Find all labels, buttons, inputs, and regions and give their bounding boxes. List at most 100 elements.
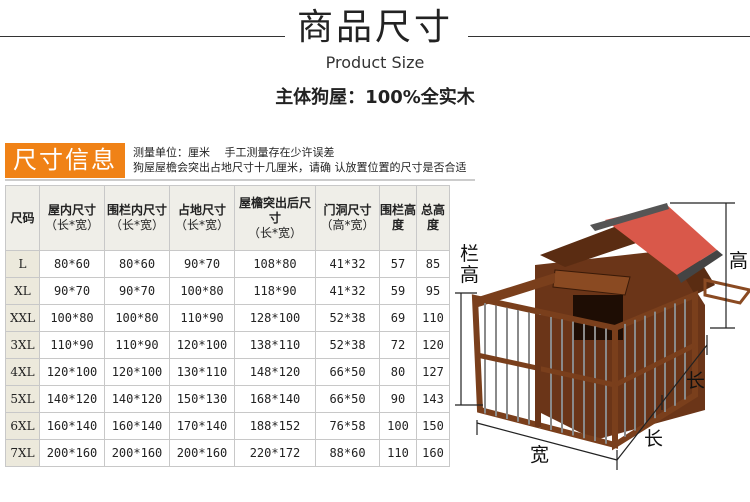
table-cell: 143 xyxy=(417,386,450,413)
table-row: 5XL 140*120 140*120 150*130 168*140 66*50 90 14… xyxy=(5,386,450,413)
header-main: 屋内尺寸 xyxy=(47,203,96,217)
side-fence xyxy=(612,290,698,451)
table-cell: 150*130 xyxy=(170,386,235,413)
material-line: 主体狗屋：100%全实木 xyxy=(275,87,475,108)
table-cell: 148*120 xyxy=(235,359,316,386)
column-header: 围栏高度 xyxy=(380,185,417,251)
table-cell: 110 xyxy=(380,440,417,467)
header-main: 总高度 xyxy=(420,203,445,232)
divider xyxy=(5,179,475,181)
table-cell: 128*100 xyxy=(235,305,316,332)
table-cell: 90 xyxy=(380,386,417,413)
table-cell: 168*140 xyxy=(235,386,316,413)
size-cell: 5XL xyxy=(5,386,40,413)
table-cell: 57 xyxy=(380,251,417,278)
side-window-flap xyxy=(703,278,750,305)
doghouse-diagram xyxy=(455,202,750,470)
table-cell: 130*110 xyxy=(170,359,235,386)
table-cell: 160*140 xyxy=(40,413,105,440)
size-cell: XXL xyxy=(5,305,40,332)
table-cell: 85 xyxy=(417,251,450,278)
table-cell: 90*70 xyxy=(40,278,105,305)
table-cell: 118*90 xyxy=(235,278,316,305)
header-sub: （长*宽） xyxy=(174,218,229,232)
size-cell: 3XL xyxy=(5,332,40,359)
table-cell: 120*100 xyxy=(40,359,105,386)
table-cell: 41*32 xyxy=(316,251,380,278)
table-cell: 110 xyxy=(417,305,450,332)
size-cell: 6XL xyxy=(5,413,40,440)
title-line-left xyxy=(0,36,285,37)
table-cell: 80 xyxy=(380,359,417,386)
table-cell: 66*50 xyxy=(316,386,380,413)
table-cell: 90*70 xyxy=(105,278,170,305)
table-cell: 170*140 xyxy=(170,413,235,440)
table-row: 3XL 110*90 110*90 120*100 138*110 52*38 72 120 xyxy=(5,332,450,359)
side-fence-rail xyxy=(613,342,697,388)
size-cell: L xyxy=(5,251,40,278)
table-cell: 108*80 xyxy=(235,251,316,278)
table-cell: 140*120 xyxy=(40,386,105,413)
table-cell: 110*90 xyxy=(170,305,235,332)
title-line-right xyxy=(468,36,750,37)
size-table: 尺码 屋内尺寸 （长*宽） 围栏内尺寸 （长*宽） 占地尺寸 （长*宽） 屋檐突出后尺寸 （长*… xyxy=(5,185,450,467)
column-header: 围栏内尺寸 （长*宽） xyxy=(105,185,170,251)
size-cell: XL xyxy=(5,278,40,305)
table-cell: 100 xyxy=(380,413,417,440)
header-main: 围栏内尺寸 xyxy=(106,203,167,217)
measurement-notes: 测量单位：厘米 手工测量存在少许误差 狗屋屋檐会突出占地尺寸十几厘米，请确 认放… xyxy=(133,145,467,175)
length-label-lower: 长 xyxy=(644,428,664,450)
header-main: 占地尺寸 xyxy=(177,203,226,217)
table-cell: 72 xyxy=(380,332,417,359)
table-row: XXL 100*80 100*80 110*90 128*100 52*38 69 110 xyxy=(5,305,450,332)
table-cell: 200*160 xyxy=(105,440,170,467)
table-cell: 90*70 xyxy=(170,251,235,278)
dimension-lines xyxy=(455,202,735,470)
column-header: 总高度 xyxy=(417,185,450,251)
table-cell: 110*90 xyxy=(105,332,170,359)
header-sub: （长*宽） xyxy=(247,225,302,240)
table-cell: 127 xyxy=(417,359,450,386)
size-cell: 4XL xyxy=(5,359,40,386)
table-cell: 120*100 xyxy=(170,332,235,359)
length-label-upper: 长 xyxy=(686,370,706,392)
page-title: 商品尺寸 xyxy=(296,7,453,48)
table-cell: 220*172 xyxy=(235,440,316,467)
table-cell: 160 xyxy=(417,440,450,467)
fence-height-label: 栏高 xyxy=(460,243,480,286)
table-cell: 100*80 xyxy=(105,305,170,332)
table-cell: 52*38 xyxy=(316,332,380,359)
column-header: 占地尺寸 （长*宽） xyxy=(170,185,235,251)
table-cell: 59 xyxy=(380,278,417,305)
table-cell: 88*60 xyxy=(316,440,380,467)
table-cell: 110*90 xyxy=(40,332,105,359)
table-cell: 80*60 xyxy=(40,251,105,278)
table-cell: 66*50 xyxy=(316,359,380,386)
header-main: 围栏高度 xyxy=(380,203,417,232)
header-main: 门洞尺寸 xyxy=(323,203,372,217)
table-cell: 100*80 xyxy=(170,278,235,305)
page-subtitle: Product Size xyxy=(325,53,425,72)
roof xyxy=(605,205,717,275)
column-header: 门洞尺寸 （高*宽） xyxy=(316,185,380,251)
table-cell: 200*160 xyxy=(40,440,105,467)
height-label: 高 xyxy=(729,250,749,272)
table-cell: 160*140 xyxy=(105,413,170,440)
column-header: 屋檐突出后尺寸 （长*宽） xyxy=(235,185,316,251)
front-fence-rail xyxy=(476,352,616,388)
table-cell: 80*60 xyxy=(105,251,170,278)
table-row: XL 90*70 90*70 100*80 118*90 41*32 59 95 xyxy=(5,278,450,305)
column-header: 屋内尺寸 （长*宽） xyxy=(40,185,105,251)
table-cell: 76*58 xyxy=(316,413,380,440)
note-unit: 测量单位：厘米 手工测量存在少许误差 xyxy=(133,146,335,159)
table-row: 4XL 120*100 120*100 130*110 148*120 66*50 80 12… xyxy=(5,359,450,386)
table-cell: 200*160 xyxy=(170,440,235,467)
table-cell: 95 xyxy=(417,278,450,305)
header-main: 尺码 xyxy=(10,210,35,225)
column-header: 尺码 xyxy=(5,185,40,251)
table-cell: 69 xyxy=(380,305,417,332)
table-row: 6XL 160*140 160*140 170*140 188*152 76*58 100 1… xyxy=(5,413,450,440)
header-sub: （长*宽） xyxy=(109,218,164,232)
table-cell: 150 xyxy=(417,413,450,440)
table-cell: 140*120 xyxy=(105,386,170,413)
